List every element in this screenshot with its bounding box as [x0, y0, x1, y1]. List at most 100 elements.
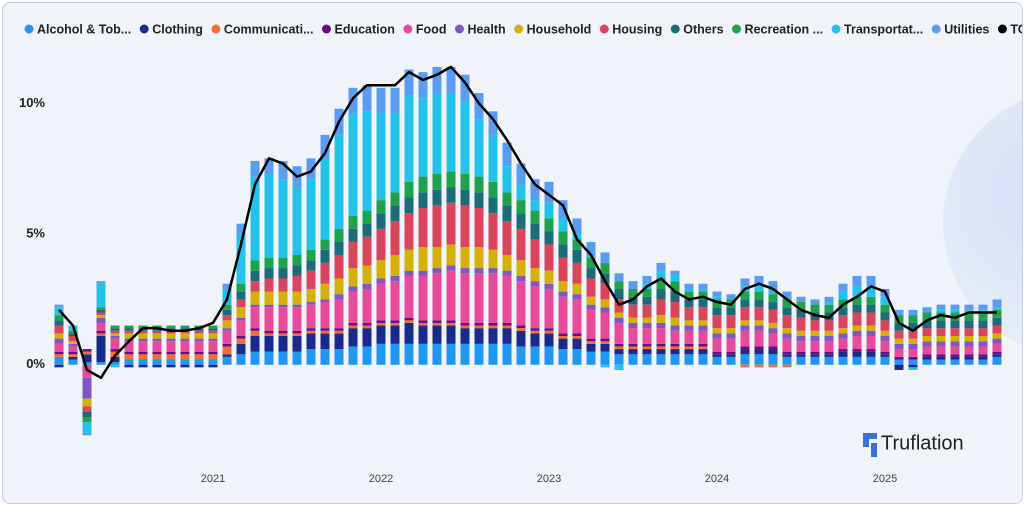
bar-segment: [180, 325, 190, 329]
bar-segment: [922, 356, 932, 360]
bar-segment: [376, 343, 386, 365]
logo-icon: [863, 433, 877, 457]
bar-segment: [110, 330, 120, 334]
bar-segment: [908, 315, 918, 323]
bar-segment: [544, 270, 554, 284]
bar-segment: [908, 356, 918, 360]
bar-segment: [852, 336, 862, 350]
bar-segment: [516, 213, 526, 229]
bar-segment: [558, 231, 568, 245]
legend-marker: [997, 24, 1007, 34]
bar-segment: [852, 325, 862, 331]
bar-segment: [992, 325, 1002, 334]
bar-segment: [586, 268, 596, 279]
bar-segment: [908, 338, 918, 344]
bar-segment: [656, 343, 666, 347]
bar-segment: [208, 354, 218, 360]
bar-segment: [698, 349, 708, 355]
bar-segment: [782, 338, 792, 352]
bar-segment: [376, 87, 386, 114]
bar-segment: [670, 270, 680, 276]
bar-segment: [250, 270, 260, 282]
legend-label: Housing: [612, 22, 662, 36]
bar-segment: [110, 349, 120, 352]
bar-segment: [894, 364, 904, 370]
bar-segment: [698, 354, 708, 365]
bar-segment: [334, 299, 344, 329]
bar-segment: [138, 359, 148, 365]
bar-segment: [614, 343, 624, 347]
bar-segment: [628, 346, 638, 350]
bar-segment: [796, 336, 806, 342]
bar-segment: [922, 328, 932, 336]
bar-segment: [292, 291, 302, 305]
bar-segment: [684, 349, 694, 355]
bar-segment: [684, 320, 694, 326]
bar-segment: [894, 322, 904, 331]
bar-segment: [628, 349, 638, 355]
bar-segment: [782, 299, 792, 308]
bar-segment: [292, 265, 302, 276]
bar-segment: [68, 333, 78, 336]
bar-segment: [992, 356, 1002, 365]
bar-segment: [432, 273, 442, 321]
bar-segment: [656, 299, 666, 316]
legend-label: Food: [416, 22, 447, 36]
bar-segment: [292, 255, 302, 266]
bar-segment: [530, 281, 540, 287]
bar-segment: [264, 304, 274, 308]
bar-segment: [474, 119, 484, 177]
bar-segment: [54, 351, 64, 355]
bar-segment: [194, 359, 204, 365]
x-tick-label: 2025: [873, 473, 897, 485]
bar-segment: [474, 247, 484, 269]
bar-segment: [334, 134, 344, 229]
bar-segment: [180, 341, 190, 352]
bar-segment: [894, 338, 904, 344]
bar-segment: [922, 346, 932, 355]
bar-segment: [264, 174, 274, 258]
bar-segment: [838, 351, 848, 357]
bar-segment: [586, 278, 596, 297]
bar-segment: [614, 281, 624, 289]
bar-segment: [236, 283, 246, 292]
bar-segment: [530, 239, 540, 269]
legend-marker: [670, 24, 680, 34]
bar-segment: [740, 278, 750, 287]
bar-segment: [460, 100, 470, 175]
bar-segment: [236, 336, 246, 339]
bar-segment: [628, 354, 638, 365]
bar-segment: [796, 309, 806, 318]
bar-segment: [194, 351, 204, 355]
bar-segment: [880, 341, 890, 352]
bar-segment: [670, 346, 680, 350]
legend-marker: [211, 24, 221, 34]
bar-segment: [964, 312, 974, 321]
bar-segment: [740, 349, 750, 355]
bar-segment: [810, 304, 820, 313]
chart: 0% 5% 10% 2021 2022 2023 2024 2025 Truflation A…: [19, 22, 1022, 485]
bar-segment: [866, 286, 876, 297]
bar-segment: [516, 346, 526, 365]
bar-segment: [180, 333, 190, 339]
bar-segment: [586, 343, 596, 352]
bar-segment: [796, 351, 806, 355]
bar-segment: [782, 291, 792, 297]
bar-segment: [670, 281, 680, 292]
legend-marker: [321, 24, 331, 34]
bar-segment: [138, 341, 148, 352]
bar-segment: [208, 351, 218, 355]
bar-segment: [922, 312, 932, 321]
bar-segment: [138, 354, 148, 360]
bar-segment: [838, 315, 848, 329]
bar-segment: [936, 304, 946, 310]
bar-segment: [166, 364, 176, 368]
bar-segment: [572, 218, 582, 235]
bar-segment: [936, 328, 946, 336]
legend-marker: [599, 24, 609, 34]
legend-label: TOTAL: [1010, 22, 1022, 36]
bar-segment: [558, 336, 568, 339]
bar-segment: [180, 328, 190, 331]
bar-segment: [306, 304, 316, 329]
